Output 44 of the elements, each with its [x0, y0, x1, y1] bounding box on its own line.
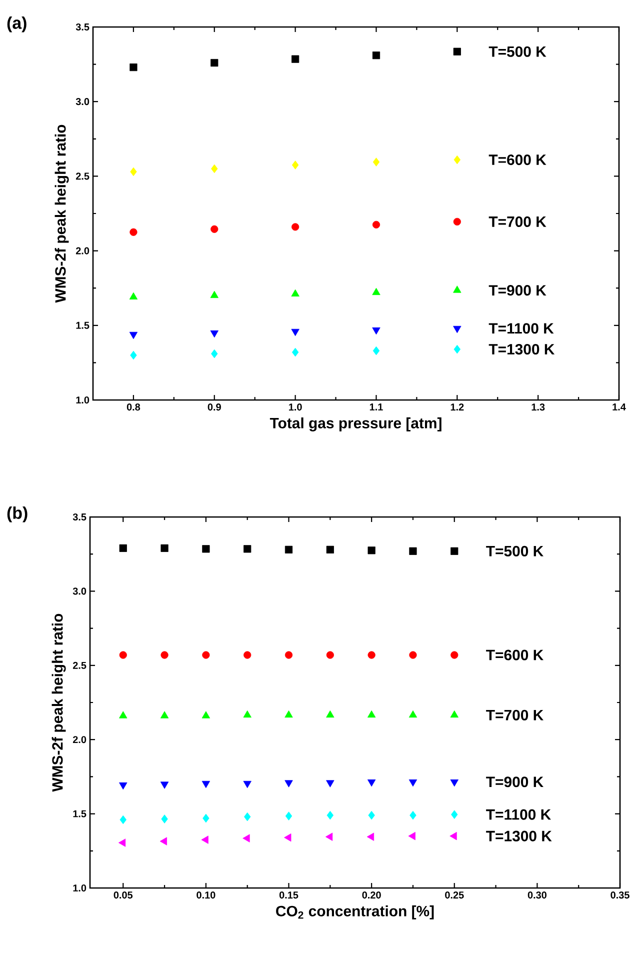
x-tick-label: 1.2 [450, 404, 464, 410]
x-axis-title: Total gas pressure [atm] [270, 417, 442, 432]
y-tick-label: 2.0 [72, 736, 86, 744]
x-tick-label: 0.8 [126, 404, 140, 411]
x-tick-label: 0.20 [362, 892, 381, 899]
x-tick-label: 0.30 [528, 892, 546, 899]
series-label: T=1300 K [486, 830, 552, 842]
y-tick-label: 2.5 [72, 662, 86, 669]
text: (a) [7, 16, 26, 32]
x-axis-title: CO$_{2}$ concentration [%] [276, 905, 434, 920]
y-tick-label: 1.5 [73, 810, 86, 818]
x-tick-label: 1.3 [532, 404, 545, 411]
series-label: T=700 K [486, 710, 544, 720]
series-label: T=1100 K [486, 809, 551, 820]
x-tick-label: 0.05 [114, 892, 133, 899]
y-tick-label: 1.0 [73, 884, 86, 892]
x-tick-label: 1.0 [289, 404, 302, 411]
series-label: T=1100 K [488, 323, 554, 334]
y-tick-label: 3.0 [76, 98, 90, 106]
series-label: T=1300 K [488, 344, 555, 355]
series-label: T=600 K [486, 650, 544, 660]
y-tick-label: 3.5 [72, 513, 86, 521]
text: (b) [7, 506, 28, 522]
x-tick-label: 1.1 [370, 404, 383, 410]
x-tick-label: 0.25 [445, 892, 464, 899]
x-tick-label: 0.9 [208, 404, 221, 411]
series-label: T=700 K [488, 216, 546, 227]
y-tick-label: 1.0 [76, 396, 90, 404]
series-label: T=900 K [486, 776, 544, 788]
y-axis-title: WMS-2f peak height ratio [54, 124, 69, 303]
x-tick-label: 0.10 [196, 892, 216, 899]
y-tick-label: 2.0 [76, 247, 90, 254]
series-label: T=500 K [486, 546, 544, 556]
y-tick-label: 2.5 [76, 172, 90, 180]
y-axis-title: WMS-2f peak height ratio [52, 614, 66, 792]
y-tick-label: 3.5 [76, 23, 90, 31]
y-tick-label: 3.0 [72, 588, 86, 595]
series-label: T=600 K [488, 154, 546, 166]
y-tick-label: 1.5 [76, 322, 90, 329]
x-tick-label: 0.15 [279, 892, 298, 899]
series-label: T=900 K [488, 285, 546, 296]
x-tick-label: 0.35 [610, 892, 630, 899]
legend-label: T=500 K [488, 46, 546, 57]
x-tick-label: 1.4 [612, 404, 626, 410]
